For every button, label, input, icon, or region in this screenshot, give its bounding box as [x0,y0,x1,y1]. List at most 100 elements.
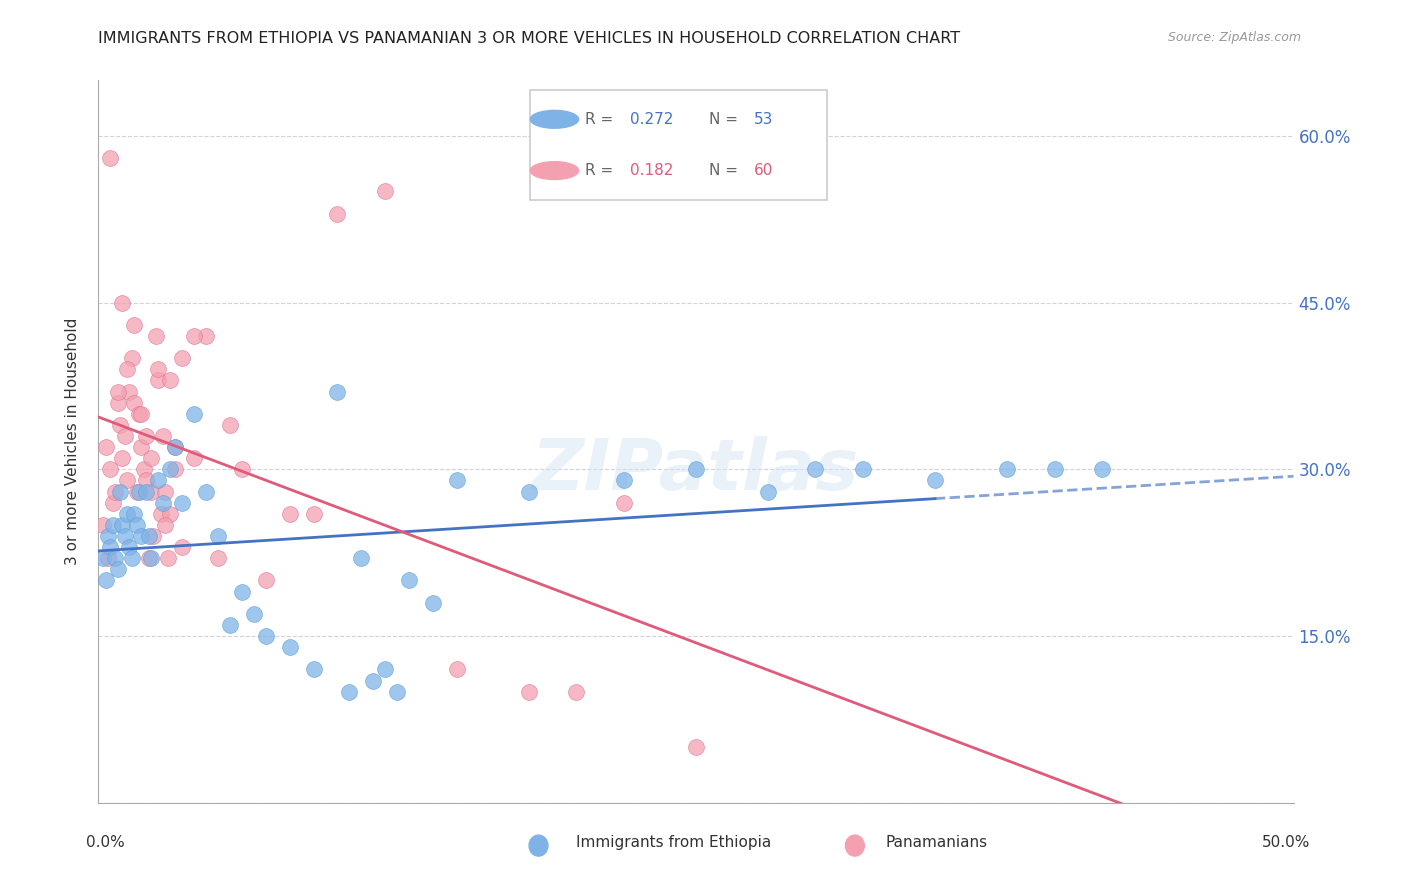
Point [183,451,205,466]
Point [172,351,194,366]
Point [138,529,160,543]
Point [97,529,120,543]
Point [446,474,468,488]
Point [163,462,186,476]
Circle shape [530,161,579,179]
Text: R =: R = [585,112,613,127]
Text: N =: N = [709,163,738,178]
Point [195,329,218,343]
Point [94,574,117,588]
Point [148,373,170,387]
Point [517,484,540,499]
Point [172,540,194,554]
Point [115,362,138,376]
Point [231,584,253,599]
Point [108,417,131,432]
Point [385,684,409,698]
Point [124,318,146,332]
Point [326,384,349,399]
Point [135,484,157,499]
Point [104,551,127,566]
Point [172,496,194,510]
Point [128,484,150,499]
Text: Panamanians: Panamanians [886,836,988,850]
Point [98,540,122,554]
Point [183,329,205,343]
Point [685,740,707,755]
Point [139,551,162,566]
Point [114,529,136,543]
Point [107,384,129,399]
Point [149,507,172,521]
Point [1091,462,1114,476]
Point [131,440,153,454]
Point [155,517,177,532]
Point [183,407,205,421]
Point [101,496,124,510]
Point [135,474,157,488]
Point [97,551,120,566]
Point [278,640,301,655]
Point [145,329,167,343]
Point [111,451,134,466]
Point [156,551,179,566]
Point [219,417,242,432]
Point [374,185,396,199]
Point [152,496,174,510]
Circle shape [530,111,579,128]
Point [339,684,361,698]
Point [517,684,540,698]
Point [613,496,636,510]
Point [121,551,143,566]
Point [363,673,385,688]
Text: ZIPatlas: ZIPatlas [533,436,859,505]
Y-axis label: 3 or more Vehicles in Household: 3 or more Vehicles in Household [65,318,80,566]
Point [1043,462,1066,476]
Point [114,429,136,443]
Point [128,407,150,421]
Point [302,507,325,521]
Point [195,484,218,499]
Point [254,629,277,643]
Point [302,662,325,676]
Point [107,562,129,576]
Point [852,462,875,476]
Point [91,517,114,532]
FancyBboxPatch shape [530,90,827,200]
Point [924,474,946,488]
Point [115,474,138,488]
Point [219,618,242,632]
Point [121,351,143,366]
Point [107,395,129,409]
Point [125,484,148,499]
Point [131,407,153,421]
Point [398,574,420,588]
Point [118,384,141,399]
Point [995,462,1018,476]
Point [124,395,146,409]
Point [101,517,124,532]
Point [132,462,155,476]
Text: 0.182: 0.182 [630,163,673,178]
Point [685,462,707,476]
Text: 53: 53 [754,112,773,127]
Point [111,295,134,310]
Point [111,517,134,532]
Text: Source: ZipAtlas.com: Source: ZipAtlas.com [1167,31,1301,45]
Circle shape [845,835,865,856]
Point [207,551,229,566]
Point [163,440,186,454]
Point [756,484,779,499]
Text: 0.272: 0.272 [630,112,673,127]
Point [148,474,170,488]
Point [231,462,253,476]
Point [278,507,301,521]
Text: 60: 60 [754,163,773,178]
Point [159,373,181,387]
Text: N =: N = [709,112,738,127]
Point [104,484,127,499]
Point [115,507,138,521]
Point [804,462,827,476]
Text: 0.0%: 0.0% [86,836,125,850]
Point [142,529,165,543]
